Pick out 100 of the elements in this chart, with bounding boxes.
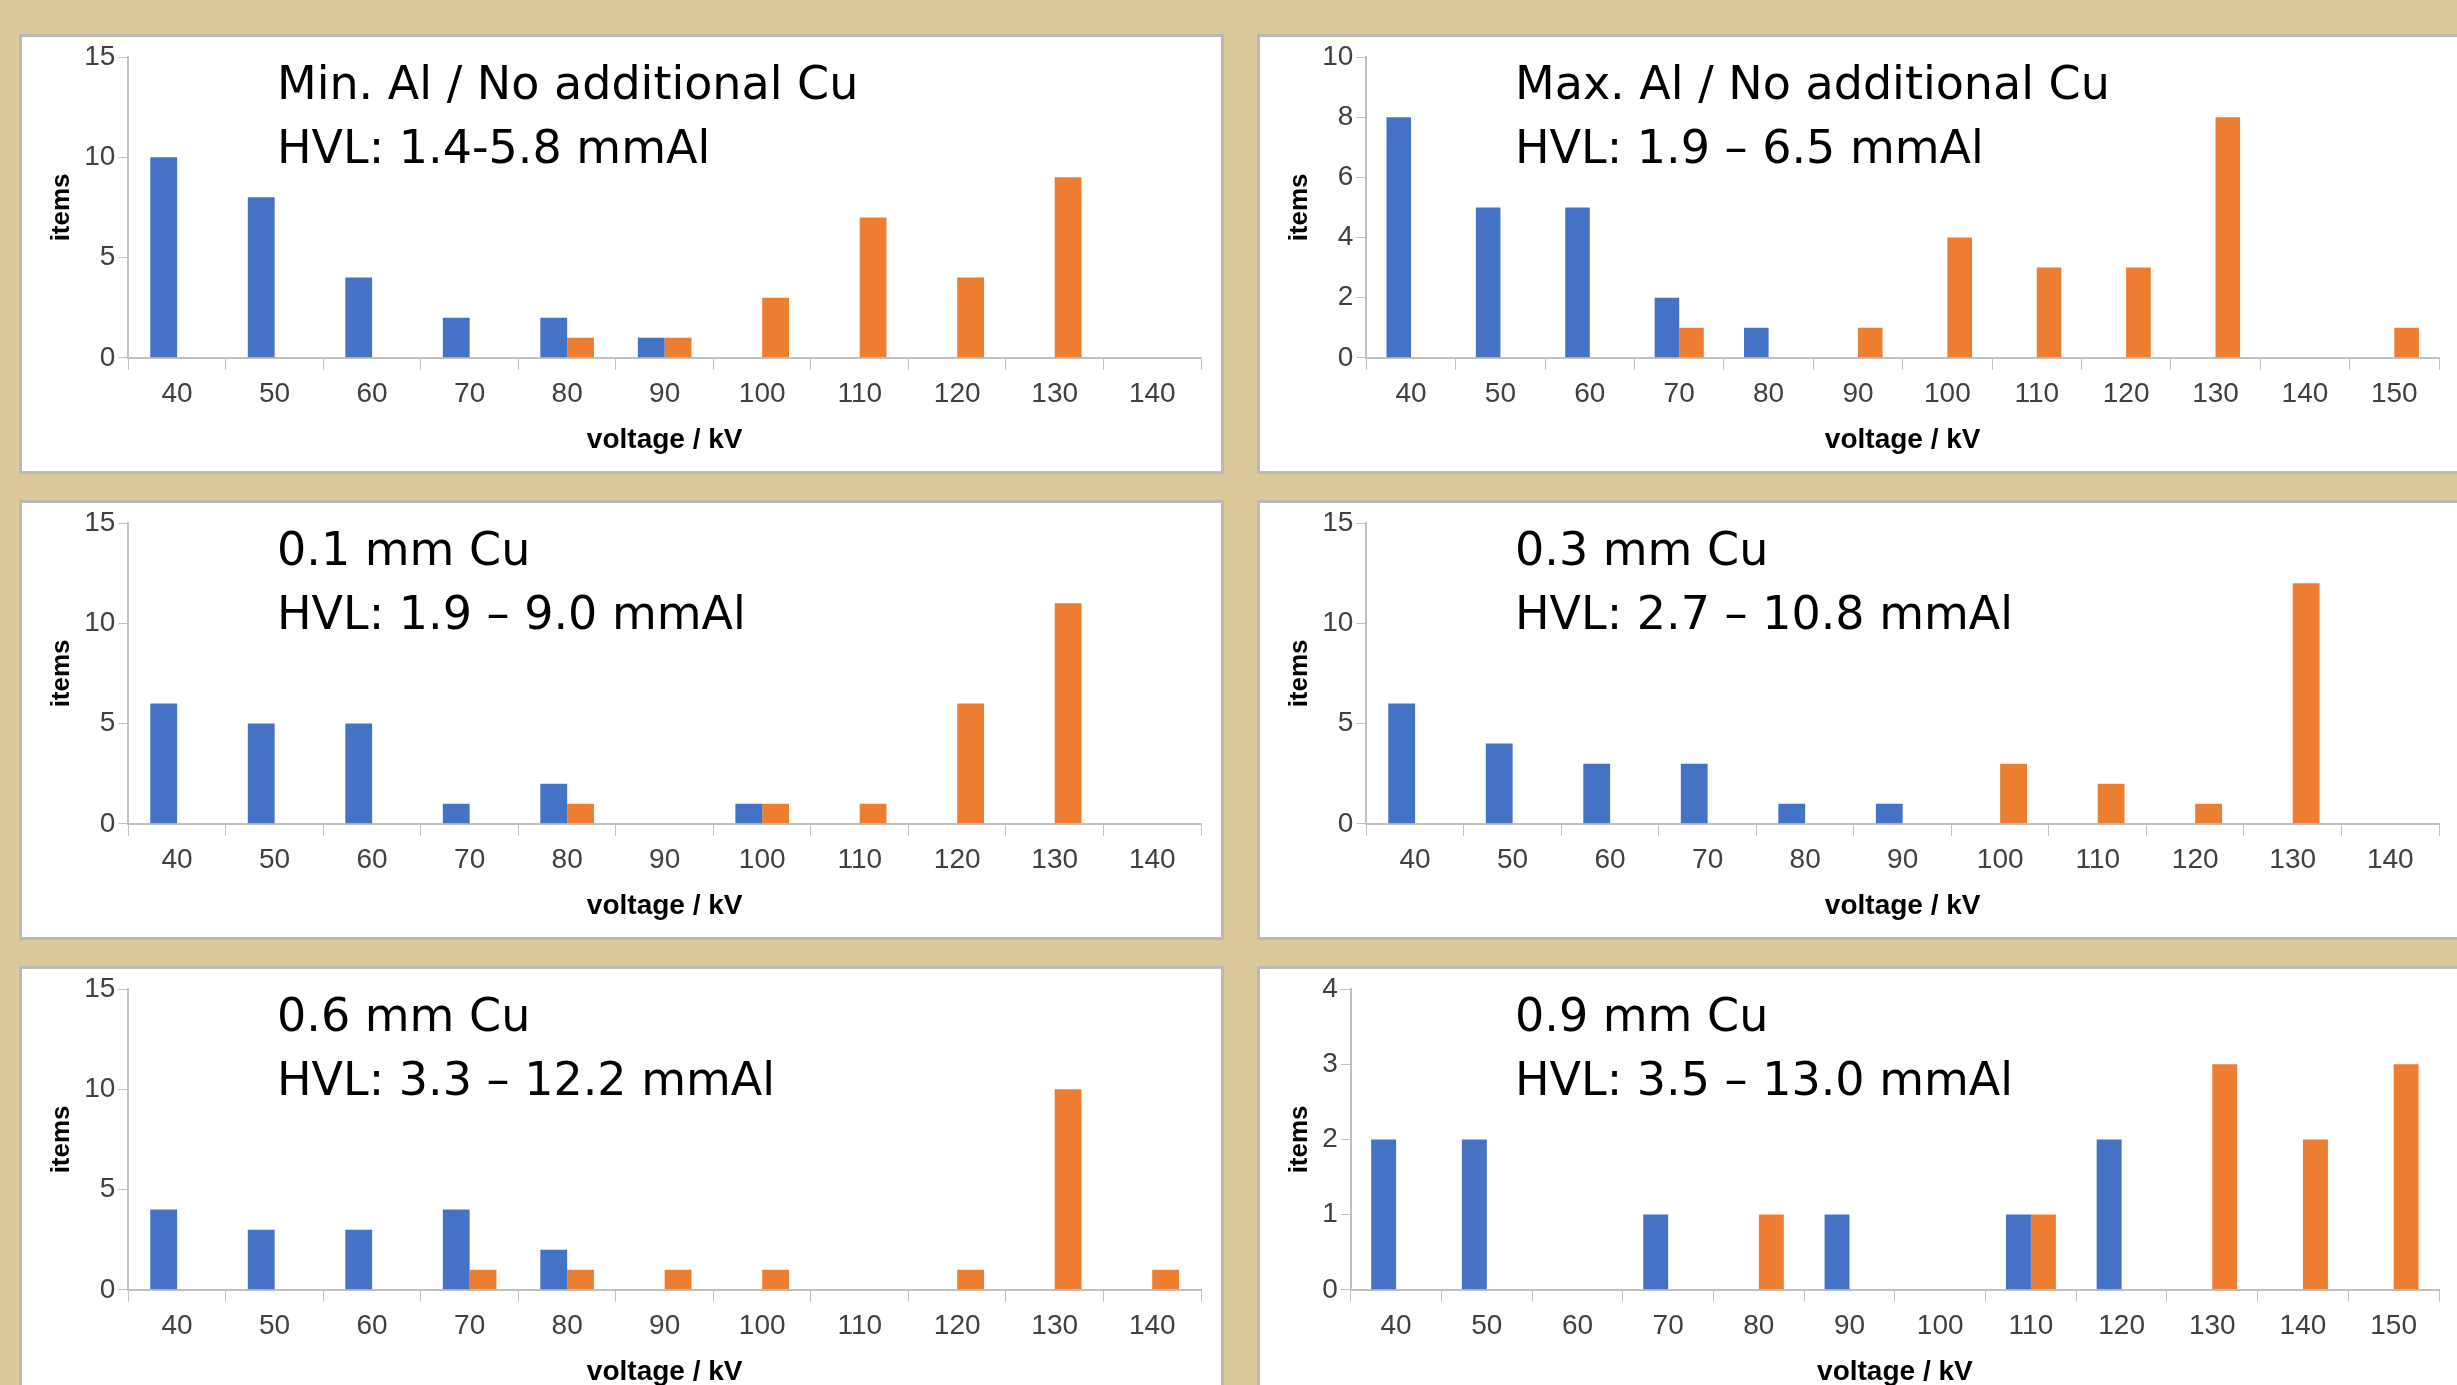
bar bbox=[247, 1229, 275, 1290]
x-tick-label: 40 bbox=[1380, 1309, 1412, 1341]
bar bbox=[442, 1209, 470, 1290]
bar bbox=[1778, 803, 1806, 824]
x-tick-label: 60 bbox=[1594, 843, 1626, 875]
x-tick-label: 130 bbox=[1031, 377, 1079, 409]
bar bbox=[247, 723, 275, 824]
bar bbox=[1485, 743, 1513, 824]
bar bbox=[1824, 1214, 1850, 1290]
bar bbox=[957, 277, 985, 358]
y-tick-label: 10 bbox=[1322, 39, 1354, 71]
bar bbox=[2005, 1214, 2031, 1290]
x-tick-label: 150 bbox=[2370, 377, 2418, 409]
bar bbox=[1643, 1214, 1669, 1290]
x-tick-label: 90 bbox=[649, 377, 681, 409]
bar bbox=[567, 337, 594, 358]
x-tick-label: 70 bbox=[454, 377, 486, 409]
bar bbox=[2030, 1214, 2056, 1290]
bar bbox=[762, 803, 789, 824]
x-tick-label: 50 bbox=[1497, 843, 1529, 875]
bar bbox=[345, 723, 373, 824]
bar bbox=[2212, 1064, 2238, 1290]
bar bbox=[859, 217, 887, 358]
y-tick-label: 0 bbox=[99, 1272, 116, 1304]
text: HVL: 3.3 – 12.2 mmAl bbox=[277, 1051, 776, 1108]
chart-title: 0.9 mm Cu bbox=[1515, 987, 1770, 1044]
bar bbox=[540, 783, 568, 824]
y-axis-title: items bbox=[44, 1105, 75, 1174]
x-tick-label: 100 bbox=[1924, 377, 1971, 409]
y-tick-label: 1 bbox=[1322, 1197, 1338, 1229]
bar bbox=[469, 1269, 497, 1290]
x-tick-label: 50 bbox=[1484, 377, 1516, 409]
x-tick-label: 80 bbox=[551, 1309, 583, 1341]
x-axis-title: voltage / kV bbox=[1824, 888, 1981, 920]
bar bbox=[1679, 327, 1704, 358]
x-tick-label: 90 bbox=[649, 1309, 681, 1341]
x-tick-label: 110 bbox=[2014, 377, 2060, 409]
bar bbox=[567, 803, 594, 824]
chart-title: 0.6 mm Cu bbox=[277, 987, 532, 1044]
bar bbox=[2097, 783, 2125, 824]
bar bbox=[957, 703, 985, 824]
bar bbox=[637, 337, 665, 358]
y-tick-label: 5 bbox=[99, 1172, 116, 1204]
bar bbox=[1654, 297, 1680, 358]
x-tick-label: 50 bbox=[259, 377, 291, 409]
bar bbox=[859, 803, 887, 824]
x-tick-label: 140 bbox=[1128, 843, 1176, 875]
x-tick-label: 110 bbox=[837, 843, 883, 875]
bar bbox=[567, 1269, 594, 1290]
y-axis-title: items bbox=[44, 173, 75, 242]
x-tick-label: 50 bbox=[259, 843, 291, 875]
x-tick-label: 40 bbox=[1395, 377, 1427, 409]
x-tick-label: 80 bbox=[1743, 1309, 1775, 1341]
bar bbox=[2302, 1139, 2328, 1290]
x-tick-label: 110 bbox=[837, 1309, 883, 1341]
x-tick-label: 80 bbox=[1753, 377, 1785, 409]
x-tick-label: 80 bbox=[551, 377, 583, 409]
bar bbox=[247, 197, 275, 358]
x-tick-label: 90 bbox=[1833, 1309, 1866, 1341]
bar bbox=[1461, 1139, 1487, 1290]
y-tick-label: 0 bbox=[99, 806, 116, 838]
bar bbox=[1054, 177, 1082, 358]
bar bbox=[442, 317, 470, 358]
text: HVL: 1.9 – 9.0 mmAl bbox=[277, 585, 746, 642]
bar bbox=[1583, 763, 1611, 824]
y-tick-label: 3 bbox=[1322, 1046, 1338, 1078]
bar bbox=[1565, 207, 1590, 358]
bar bbox=[664, 337, 692, 358]
y-tick-label: 2 bbox=[1322, 1122, 1338, 1154]
text: HVL: 1.4-5.8 mmAl bbox=[277, 119, 712, 176]
bar bbox=[1152, 1269, 1180, 1290]
bar bbox=[2126, 267, 2151, 358]
x-tick-label: 40 bbox=[161, 843, 193, 875]
x-tick-label: 100 bbox=[738, 843, 786, 875]
x-tick-label: 70 bbox=[1652, 1309, 1684, 1341]
y-tick-label: 5 bbox=[99, 240, 116, 272]
x-tick-label: 50 bbox=[259, 1309, 291, 1341]
bar bbox=[2393, 1064, 2419, 1290]
x-tick-label: 110 bbox=[837, 377, 883, 409]
y-tick-label: 15 bbox=[84, 39, 116, 71]
x-tick-label: 140 bbox=[2279, 1309, 2327, 1341]
x-tick-label: 140 bbox=[1128, 1309, 1176, 1341]
x-tick-label: 70 bbox=[454, 843, 486, 875]
x-axis-title: voltage / kV bbox=[1817, 1354, 1974, 1385]
bar bbox=[1947, 237, 1972, 358]
x-tick-label: 140 bbox=[2281, 377, 2329, 409]
bar bbox=[1388, 703, 1416, 824]
x-tick-label: 130 bbox=[1031, 843, 1079, 875]
x-tick-label: 60 bbox=[1574, 377, 1606, 409]
x-tick-label: 40 bbox=[1399, 843, 1431, 875]
x-tick-label: 130 bbox=[2269, 843, 2317, 875]
chart-title: 0.3 mm Cu bbox=[1515, 521, 1770, 578]
x-tick-label: 100 bbox=[1916, 1309, 1964, 1341]
x-tick-label: 90 bbox=[1887, 843, 1919, 875]
y-axis-title: items bbox=[44, 639, 75, 708]
y-tick-label: 0 bbox=[1337, 806, 1354, 838]
y-tick-label: 10 bbox=[84, 605, 116, 637]
x-tick-label: 40 bbox=[161, 377, 193, 409]
y-tick-label: 15 bbox=[84, 971, 116, 1003]
x-tick-label: 120 bbox=[933, 843, 981, 875]
